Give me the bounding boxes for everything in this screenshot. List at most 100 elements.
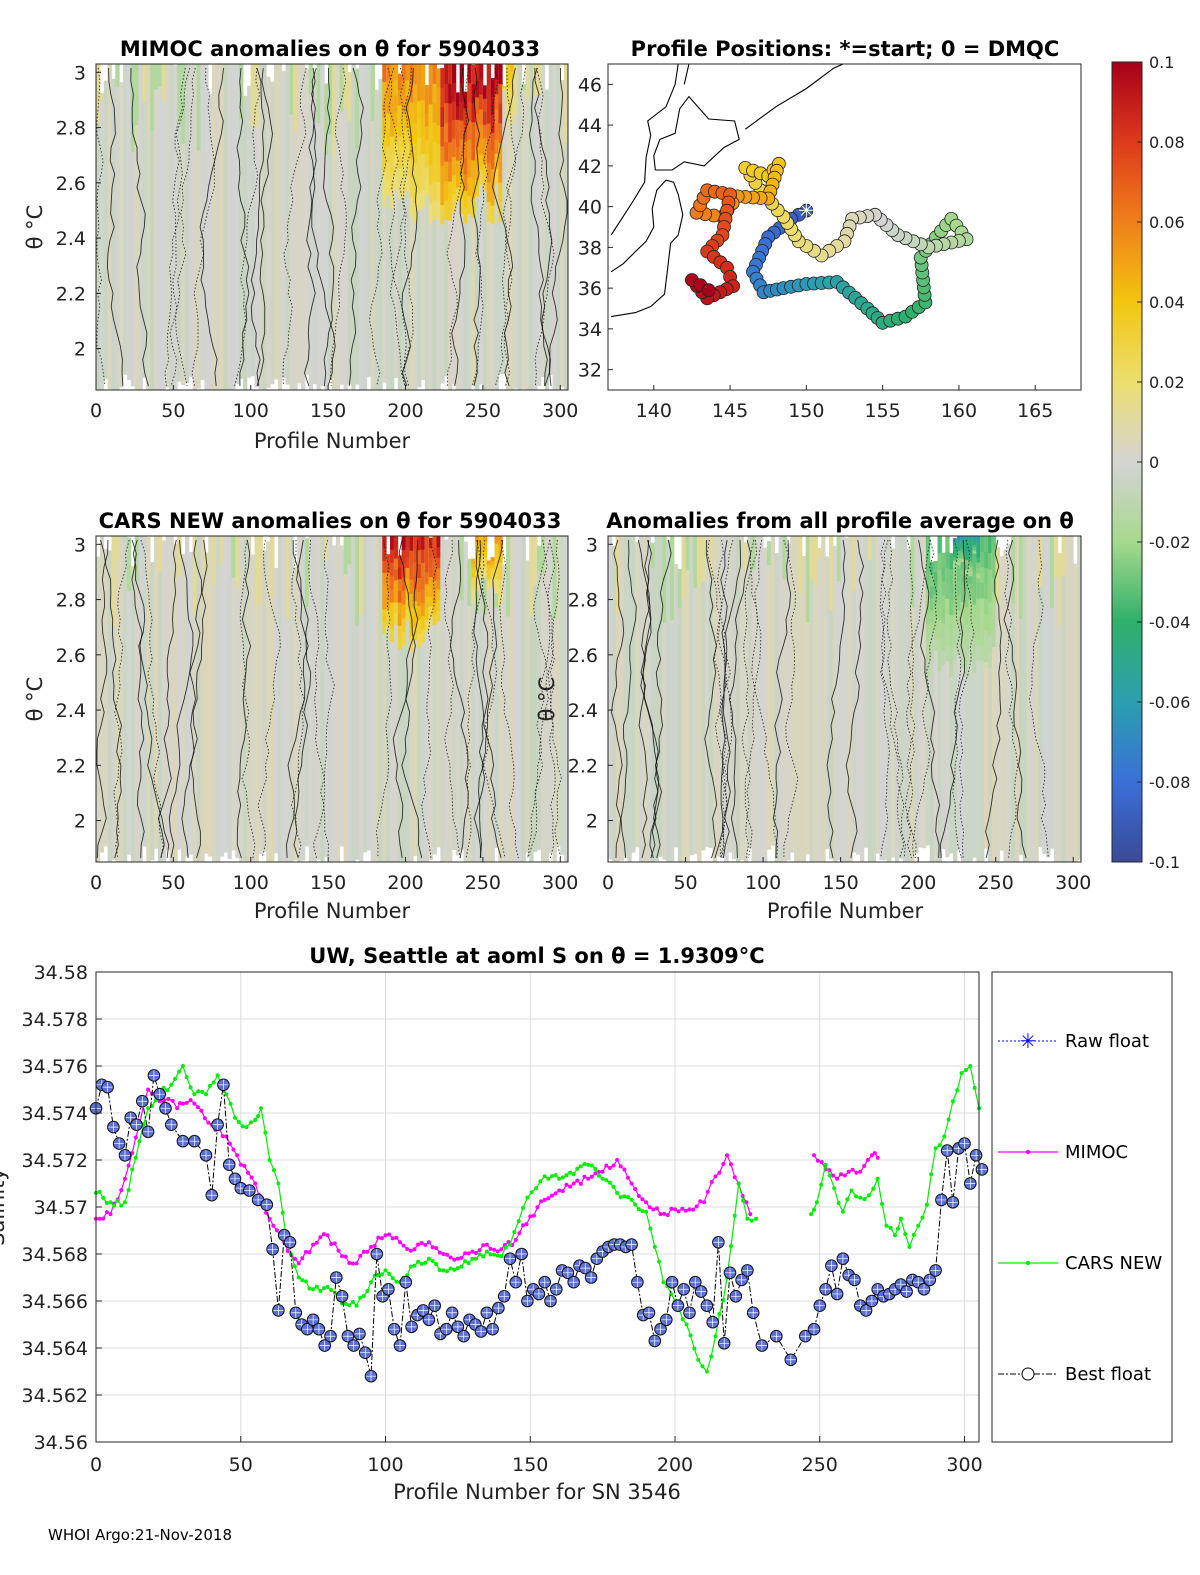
heatmap-column	[867, 536, 873, 862]
salinity-title-unit: °C	[739, 944, 765, 968]
heatmap-column	[243, 95, 248, 390]
heatmap-tint	[513, 64, 519, 115]
y-tick-label: 38	[578, 237, 602, 259]
heatmap-column	[459, 536, 464, 851]
series-point-mimoc	[698, 1199, 703, 1204]
raw-float-asterisk	[918, 1284, 929, 1295]
contour-line	[348, 67, 364, 387]
heatmap-tint	[701, 536, 706, 582]
series-point-cars-new	[484, 1249, 489, 1254]
heatmap-cell	[976, 562, 981, 568]
heatmap-cell	[494, 168, 499, 184]
series-point-cars-new	[895, 1226, 900, 1231]
heatmap-cell	[937, 536, 942, 554]
heatmap-cell	[471, 83, 476, 104]
contour-line	[534, 67, 553, 387]
heatmap-cell	[494, 123, 499, 139]
heatmap-cell	[390, 136, 395, 155]
heatmap-cell	[479, 567, 484, 573]
heatmap-column	[146, 64, 151, 390]
heatmap-column	[455, 536, 461, 856]
heatmap-column	[813, 536, 818, 862]
colorbar-tick-label: -0.02	[1149, 533, 1190, 552]
heatmap-cell	[451, 64, 457, 83]
heatmap-column	[852, 536, 857, 853]
heatmap-cell	[393, 569, 399, 581]
heatmap-column	[922, 536, 927, 849]
heatmap-column	[615, 536, 621, 862]
heatmap-column	[759, 536, 764, 862]
heatmap-column	[685, 536, 690, 862]
heatmap-column	[1018, 536, 1024, 855]
heatmap-column	[424, 85, 430, 391]
heatmap-cell	[382, 536, 387, 549]
heatmap-cell	[417, 64, 422, 83]
heatmap-cell	[502, 88, 507, 89]
heatmap-cell	[405, 159, 410, 176]
heatmap-cell	[390, 575, 395, 590]
y-tick-label: 2.8	[56, 118, 86, 140]
heatmap-cell	[451, 156, 457, 176]
heatmap-column	[266, 76, 271, 388]
heatmap-cell	[409, 593, 414, 609]
heatmap-column	[883, 536, 888, 861]
heatmap-cell	[467, 101, 472, 121]
raw-float-asterisk	[319, 1340, 330, 1351]
heatmap-cell	[498, 553, 503, 563]
series-point-cars-new	[849, 1188, 854, 1193]
heatmap-tint	[316, 64, 321, 124]
heatmap-cell	[482, 561, 488, 568]
heatmap-column	[448, 536, 453, 862]
raw-float-asterisk	[516, 1249, 527, 1259]
contour-line	[164, 67, 191, 387]
heatmap-column	[177, 536, 182, 850]
y-tick-label: 2.6	[568, 645, 598, 667]
heatmap-cell	[968, 555, 973, 562]
series-point-cars-new	[589, 1163, 594, 1168]
heatmap-column	[115, 64, 120, 390]
series-point-mimoc	[492, 1247, 497, 1252]
raw-float-asterisk	[539, 1277, 550, 1288]
y-tick-label: 2.4	[56, 228, 86, 250]
series-point-cars-new	[430, 1259, 435, 1263]
heatmap-column	[708, 536, 714, 848]
heatmap-cell	[956, 561, 962, 566]
series-point-cars-new	[481, 1254, 486, 1259]
heatmap-column	[564, 64, 569, 390]
heatmap-cell	[451, 82, 457, 102]
heatmap-cell	[987, 634, 993, 652]
heatmap-column	[258, 536, 263, 854]
series-point-mimoc	[97, 1216, 102, 1221]
heatmap-cell	[397, 555, 403, 568]
heatmap-column	[150, 64, 155, 390]
heatmap-column	[366, 536, 372, 851]
series-point-cars-new	[550, 1174, 554, 1179]
heatmap-cell	[494, 108, 499, 125]
heatmap-cell	[424, 595, 430, 609]
series-point-mimoc	[452, 1257, 457, 1262]
series-point-cars-new	[379, 1272, 384, 1277]
heatmap-cell	[506, 119, 511, 128]
heatmap-column	[1022, 536, 1028, 862]
raw-float-asterisk	[308, 1314, 319, 1325]
y-tick-label: 32	[578, 360, 602, 382]
coastline	[744, 63, 844, 130]
heatmap-cell	[498, 181, 503, 203]
heatmap-cell	[984, 583, 989, 600]
series-point-cars-new	[729, 1244, 733, 1249]
heatmap-cell	[482, 137, 488, 152]
raw-float-asterisk	[814, 1300, 825, 1311]
contour-line	[286, 539, 309, 859]
heatmap-cell	[976, 567, 981, 574]
heatmap-cell	[925, 623, 931, 642]
heatmap-cell	[432, 199, 437, 220]
heatmap-tint	[308, 64, 314, 94]
heatmap-cell	[494, 571, 499, 580]
colorbar-tick-label: -0.08	[1149, 773, 1190, 792]
heatmap-column	[304, 538, 310, 847]
heatmap-tint	[177, 536, 182, 577]
heatmap-cell	[956, 595, 962, 611]
series-point-cars-new	[713, 1334, 718, 1339]
series-point-mimoc	[394, 1235, 399, 1240]
heatmap-cell	[467, 64, 472, 84]
